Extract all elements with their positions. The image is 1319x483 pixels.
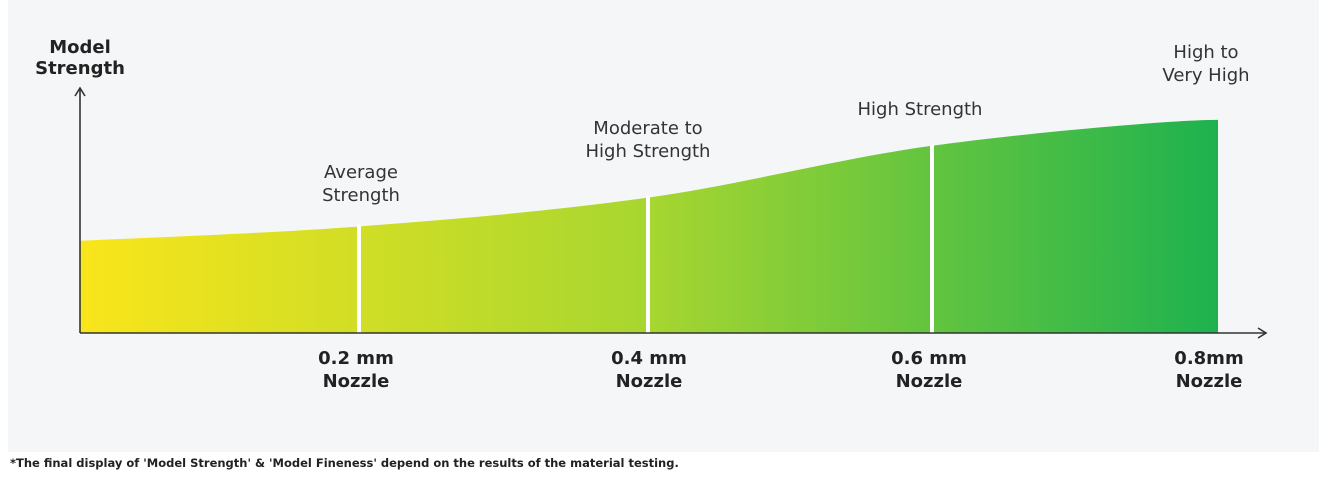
x-axis-arrow-icon	[1257, 327, 1268, 339]
divider-3	[930, 143, 934, 333]
divider-2	[646, 195, 650, 333]
x-tick-label-2: 0.4 mm Nozzle	[611, 348, 687, 392]
point-label-2: Moderate to High Strength	[586, 118, 711, 162]
point-label-3: High Strength	[858, 99, 983, 120]
strength-chart: Model Strength Average Strength Moderate to H…	[35, 37, 1268, 392]
divider-1	[357, 224, 361, 333]
x-tick-label-1: 0.2 mm Nozzle	[318, 348, 394, 392]
x-tick-label-3: 0.6 mm Nozzle	[891, 348, 967, 392]
y-axis-arrow-icon	[74, 86, 86, 97]
point-label-4: High to Very High	[1162, 42, 1249, 86]
x-tick-label-4: 0.8mm Nozzle	[1174, 348, 1243, 392]
footnote: *The final display of 'Model Strength' &…	[10, 456, 679, 470]
point-label-1: Average Strength	[322, 162, 400, 206]
y-axis-title: Model Strength	[35, 37, 125, 79]
